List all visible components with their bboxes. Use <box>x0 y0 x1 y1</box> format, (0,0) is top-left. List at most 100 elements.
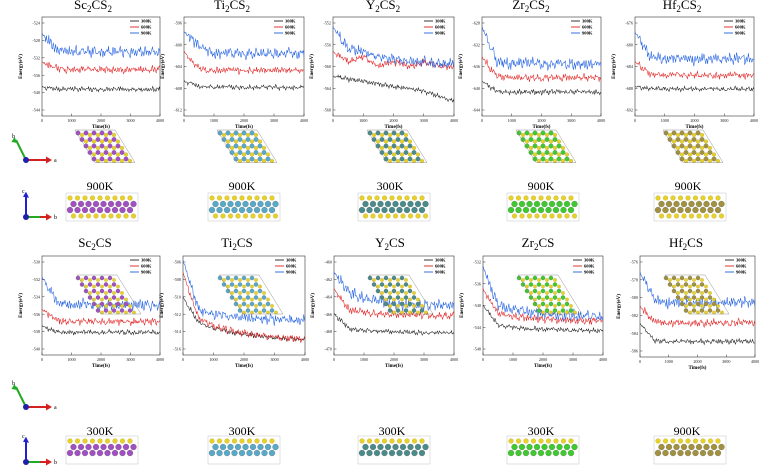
series-line-300k <box>333 74 454 103</box>
atom-metal-upper <box>257 443 264 451</box>
atom-sulfur <box>675 133 680 138</box>
atom-sulfur <box>404 133 409 138</box>
atom-sulfur-top <box>419 195 425 201</box>
atom-sulfur-top <box>269 438 275 444</box>
atom-sulfur-bottom <box>400 213 406 219</box>
atom-sulfur-top <box>119 438 125 444</box>
atom-sulfur <box>541 297 545 302</box>
atom-metal-lower <box>396 449 403 457</box>
atom-metal-upper <box>695 443 703 451</box>
atom-metal <box>560 295 566 300</box>
atom-metal <box>699 308 705 313</box>
atom-sulfur-top <box>412 195 418 201</box>
atom-sulfur-bottom <box>131 213 137 219</box>
atom-metal <box>387 150 393 155</box>
atom-metal <box>257 301 263 307</box>
atom-metal <box>375 143 381 149</box>
atom-sulfur-bottom <box>526 213 532 219</box>
atom-metal <box>556 288 562 294</box>
atom-metal-lower <box>366 449 373 457</box>
atom-sulfur <box>392 152 397 157</box>
atom-metal <box>119 150 125 155</box>
atom-metal-upper <box>115 200 122 208</box>
atom-sulfur <box>684 278 688 282</box>
atom-sulfur-top <box>568 438 574 444</box>
atom-metal <box>95 295 101 300</box>
series-line-300k <box>42 85 160 93</box>
atom-sulfur-top <box>397 438 403 444</box>
atom-metal <box>691 308 697 313</box>
atom-sulfur <box>552 146 557 151</box>
triad-origin <box>23 157 29 163</box>
atom-sulfur <box>388 146 393 151</box>
series-group <box>482 26 601 96</box>
x-tick-label: 4000 <box>156 118 164 123</box>
x-tick-label: 0 <box>182 357 184 362</box>
atom-metal-lower <box>268 449 276 457</box>
atom-metal-lower <box>81 206 89 214</box>
panels-layer: Sc2​CS2​-524-528-532-536-540-54401000200… <box>19 0 759 465</box>
atom-sulfur <box>112 291 116 295</box>
atom-sulfur <box>704 297 708 302</box>
temperature-label: 900K <box>229 179 256 193</box>
atom-sulfur <box>254 159 259 164</box>
atom-sulfur-bottom <box>93 213 99 219</box>
series-group <box>184 30 304 92</box>
atom-sulfur <box>700 278 704 282</box>
atom-metal-lower <box>522 206 530 214</box>
atom-metal-upper <box>219 443 227 451</box>
atom-metal <box>544 282 550 287</box>
atom-metal <box>403 282 409 287</box>
atom-metal <box>695 130 701 136</box>
legend-label: 600K <box>285 25 296 30</box>
x-tick-label: 3000 <box>720 118 728 123</box>
atom-sulfur <box>524 139 529 144</box>
atom-metal-lower <box>96 449 104 457</box>
atom-metal-upper <box>130 200 137 208</box>
atom-metal-lower <box>96 206 104 214</box>
atom-sulfur-bottom <box>243 213 249 219</box>
atom-metal-lower <box>654 206 662 214</box>
atom-sulfur <box>246 304 250 308</box>
x-tick-label: 0 <box>634 118 636 123</box>
atom-metal-lower <box>537 206 545 214</box>
atom-sulfur <box>553 291 557 295</box>
atom-metal <box>411 150 417 155</box>
x-tick-label: 3000 <box>270 118 278 123</box>
atom-metal-upper <box>673 200 680 208</box>
atom-sulfur <box>692 291 696 295</box>
atom-metal <box>107 130 113 136</box>
atom-metal-lower <box>707 206 714 214</box>
atom-sulfur-top <box>367 195 373 201</box>
atom-metal-lower <box>246 206 253 214</box>
atom-metal-upper <box>571 443 578 451</box>
atom-metal-lower <box>104 206 111 214</box>
atom-sulfur <box>408 297 412 302</box>
atom-sulfur <box>536 146 541 151</box>
atom-metal <box>695 156 701 162</box>
atom-metal <box>383 275 389 281</box>
atom-sulfur-top <box>97 438 103 444</box>
legend-label: 900K <box>141 31 152 36</box>
atom-sulfur-top <box>677 195 683 201</box>
y-tick-label: -596 <box>174 21 182 26</box>
x-tick-label: 1000 <box>665 359 673 364</box>
atom-sulfur <box>691 159 696 164</box>
atom-metal <box>699 150 705 155</box>
x-axis-label: Time(fs) <box>533 125 551 130</box>
atom-metal-lower <box>231 449 238 457</box>
atom-metal <box>687 301 693 307</box>
legend-label: 600K <box>435 25 446 30</box>
structure-top-view <box>663 274 730 315</box>
atom-metal <box>552 137 558 142</box>
x-axis-label: Time(fs) <box>235 125 253 130</box>
atom-metal-upper <box>77 443 85 451</box>
atom-metal <box>564 301 570 307</box>
atom-metal <box>99 143 105 149</box>
atom-metal <box>387 137 393 142</box>
atom-sulfur <box>541 284 545 289</box>
atom-metal-lower <box>111 206 119 214</box>
atom-sulfur <box>119 159 124 164</box>
